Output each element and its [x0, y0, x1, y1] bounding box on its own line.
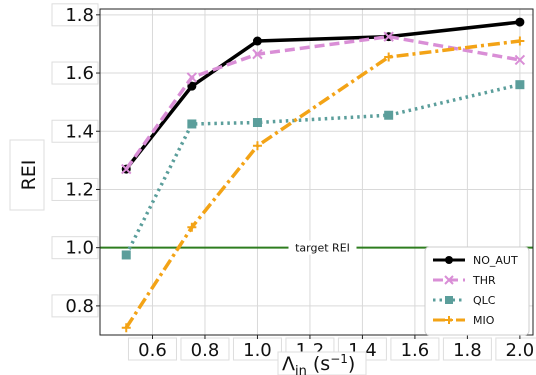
x-tick-label: 1.6	[401, 340, 430, 361]
data-point	[186, 72, 198, 83]
legend-marker	[445, 316, 453, 324]
data-point	[514, 54, 526, 66]
y-tick-label: 1.4	[65, 121, 94, 142]
x-axis-label-exponent: −1	[330, 352, 348, 366]
legend-label: QLC	[473, 294, 496, 307]
data-point	[187, 81, 197, 91]
legend-label: MIO	[473, 314, 495, 327]
series-no-aut	[121, 17, 525, 174]
data-point	[252, 36, 262, 46]
x-axis-label-symbol: Λ	[282, 353, 295, 375]
data-point	[121, 323, 131, 333]
series-mio	[121, 36, 525, 333]
y-axis-label: REI	[18, 160, 40, 191]
x-axis-label-close: )	[348, 353, 355, 375]
legend-marker	[445, 256, 453, 264]
x-axis-label-box	[277, 351, 367, 375]
y-tick-label: 1.0	[65, 238, 94, 259]
series-group	[121, 17, 526, 333]
data-point	[515, 36, 525, 46]
y-tick-label: 1.6	[65, 63, 94, 84]
data-point	[252, 118, 262, 128]
legend-marker	[445, 296, 453, 304]
plot-frame	[99, 8, 534, 336]
data-point	[121, 250, 131, 260]
axis-labels: REI Λin (s−1)	[9, 139, 367, 375]
y-tick-label: 1.2	[65, 179, 94, 200]
data-point	[187, 222, 197, 232]
legend: NO_AUT THR QLC MIO	[424, 246, 530, 336]
data-point	[121, 163, 132, 175]
legend-entry-qlc: QLC	[433, 294, 496, 307]
x-axis-label-unit: (s	[307, 353, 330, 375]
data-point	[515, 17, 525, 27]
x-axis-label-subscript: in	[295, 364, 307, 375]
legend-entry-no-aut: NO_AUT	[433, 254, 518, 267]
series-thr	[121, 31, 526, 175]
y-tick-label: 1.8	[65, 5, 94, 26]
data-point	[252, 48, 263, 60]
data-point	[383, 31, 394, 42]
x-axis-label: Λin (s−1)	[282, 352, 355, 375]
data-point	[515, 80, 525, 90]
legend-entry-thr: THR	[433, 274, 496, 287]
x-tick-label: 0.8	[191, 340, 220, 361]
series-qlc	[121, 80, 525, 260]
x-tick-label: 2.0	[506, 340, 535, 361]
x-tick-label: 1.8	[453, 340, 482, 361]
data-point	[252, 141, 262, 151]
legend-label: NO_AUT	[473, 254, 518, 267]
legend-entry-mio: MIO	[433, 314, 495, 327]
legend-marker	[444, 275, 454, 285]
y-axis-label-box	[9, 139, 45, 211]
legend-box	[424, 246, 530, 336]
target-rei-label: target REI	[295, 242, 350, 255]
data-point	[384, 52, 394, 62]
series-line	[124, 82, 521, 256]
y-tick-label: 0.8	[65, 296, 94, 317]
data-point	[187, 119, 197, 129]
x-tick-label: 0.6	[138, 340, 167, 361]
target-rei-label-bg	[288, 240, 357, 255]
legend-label: THR	[472, 274, 496, 287]
data-point	[384, 110, 394, 120]
grid-lines	[100, 9, 533, 335]
x-tick-label: 1.0	[243, 340, 272, 361]
